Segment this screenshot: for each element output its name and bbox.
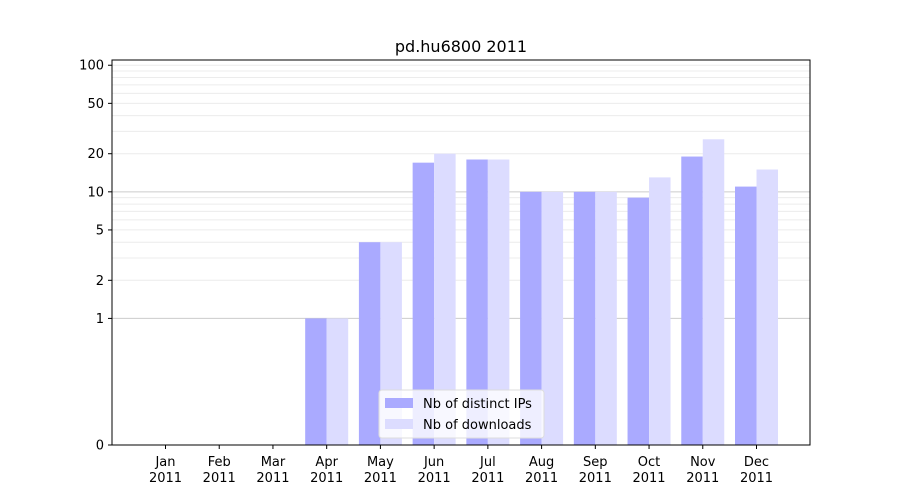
legend-swatch (385, 419, 413, 429)
bar-downloads (649, 177, 671, 446)
bar-distinct-ips (412, 162, 435, 445)
x-tick-label: Apr 2011 (310, 455, 343, 486)
y-tick-label: 0 (96, 439, 104, 454)
bar-downloads (487, 159, 510, 445)
x-tick-label: Dec 2011 (740, 455, 773, 486)
x-tick-label: Mar 2011 (256, 455, 289, 486)
x-tick-label: Nov 2011 (686, 455, 719, 486)
x-tick-label: Jul 2011 (471, 455, 504, 486)
bar-distinct-ips (627, 197, 650, 445)
x-tick-label: Jan 2011 (149, 455, 182, 486)
x-tick-label: Jun 2011 (418, 455, 451, 486)
y-tick-label: 2 (96, 274, 104, 289)
bar-distinct-ips (681, 156, 703, 446)
bar-downloads (595, 191, 617, 445)
x-axis: Jan 2011 Feb 2011 Mar 2011 Apr 2011 May 2011 Jun 20… (149, 445, 773, 486)
bar-downloads (756, 169, 778, 445)
x-tick-label: Feb 2011 (203, 455, 236, 486)
x-tick-label: Sep 2011 (579, 455, 612, 486)
bar-distinct-ips (735, 186, 757, 446)
bar-distinct-ips (358, 242, 381, 445)
bar-distinct-ips (520, 191, 542, 445)
bar-distinct-ips (305, 318, 327, 445)
grid (112, 64, 810, 319)
legend-label: Nb of distinct IPs (423, 397, 532, 412)
y-axis: 0 1 2 5 10 20 50 100 (79, 59, 112, 454)
bar-downloads (434, 153, 456, 446)
x-tick-label: May 2011 (364, 455, 397, 486)
bar-downloads (541, 191, 564, 445)
y-tick-label: 10 (87, 185, 104, 200)
chart-title: pd.hu6800 2011 (395, 37, 527, 56)
bar-distinct-ips (573, 191, 596, 445)
legend: Nb of distinct IPs Nb of downloads (378, 389, 545, 439)
legend-box (378, 389, 545, 439)
x-tick-label: Oct 2011 (632, 455, 665, 486)
y-tick-label: 100 (79, 59, 104, 74)
x-tick-label: Aug 2011 (525, 455, 558, 486)
y-tick-label: 20 (87, 147, 104, 162)
y-tick-label: 1 (96, 312, 104, 327)
bar-downloads (702, 139, 725, 445)
legend-label: Nb of downloads (423, 418, 532, 433)
y-tick-label: 5 (96, 223, 104, 238)
bars (305, 139, 778, 446)
plot-frame (111, 59, 811, 446)
y-tick-label: 50 (87, 97, 104, 112)
bar-distinct-ips (466, 159, 488, 445)
legend-swatch (385, 398, 413, 408)
bar-downloads (326, 318, 349, 445)
